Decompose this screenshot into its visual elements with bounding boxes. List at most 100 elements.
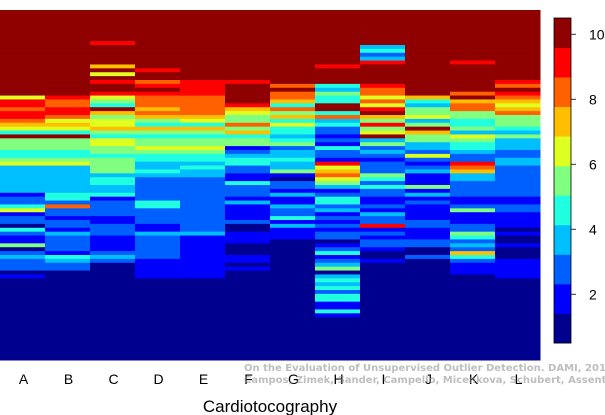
heatmap-cell (450, 278, 496, 283)
heatmap-cell (0, 266, 46, 272)
heatmap-cell (225, 45, 271, 50)
heatmap-cell (315, 134, 361, 139)
heatmap-cell (90, 25, 136, 30)
heatmap-cell (270, 216, 316, 221)
heatmap-cell (360, 255, 406, 260)
heatmap-cell (90, 212, 136, 217)
heatmap-cell (180, 91, 226, 97)
heatmap-cell (0, 270, 46, 275)
heatmap-cell (45, 134, 91, 139)
heatmap-cell (90, 270, 136, 275)
heatmap-cell (495, 103, 541, 108)
heatmap-cell (180, 95, 226, 100)
heatmap-cell (360, 223, 406, 229)
heatmap-cell (360, 258, 406, 264)
heatmap-cell (360, 251, 406, 256)
heatmap-cell (180, 220, 226, 225)
heatmap-cell (0, 80, 46, 85)
heatmap-cell (90, 17, 136, 23)
heatmap-cell (45, 146, 91, 151)
heatmap-cell (90, 41, 136, 46)
heatmap-cell (360, 212, 406, 217)
heatmap-cell (315, 223, 361, 229)
heatmap-cell (315, 95, 361, 100)
heatmap-cell (45, 142, 91, 147)
heatmap-cell (90, 21, 136, 27)
heatmap-cell (45, 301, 91, 307)
colorbar-segment (554, 47, 571, 78)
heatmap-cell (90, 344, 136, 349)
heatmap-cell (180, 45, 226, 50)
heatmap-cell (135, 200, 181, 205)
heatmap-cell (180, 208, 226, 213)
heatmap-cell (495, 146, 541, 151)
heatmap-cell (405, 165, 451, 170)
heatmap-cell (135, 142, 181, 147)
heatmap-cell (495, 95, 541, 100)
heatmap-cell (90, 95, 136, 100)
heatmap-cell (270, 157, 316, 163)
heatmap-cell (45, 177, 91, 182)
heatmap-cell (90, 204, 136, 209)
heatmap-cell (180, 317, 226, 322)
heatmap-cell (405, 146, 451, 151)
heatmap-cell (225, 95, 271, 100)
heatmap-cell (360, 328, 406, 334)
heatmap-cell (270, 122, 316, 128)
heatmap-cell (135, 150, 181, 155)
heatmap-cell (315, 83, 361, 89)
heatmap-cell (135, 192, 181, 198)
heatmap-cell (405, 313, 451, 318)
heatmap-cell (180, 188, 226, 194)
heatmap-cell (225, 130, 271, 135)
heatmap-cell (45, 111, 91, 116)
heatmap-cell (90, 247, 136, 252)
heatmap-cell (405, 328, 451, 334)
heatmap-cell (135, 153, 181, 159)
heatmap-cell (315, 243, 361, 248)
heatmap-cell (450, 142, 496, 147)
heatmap-cell (225, 282, 271, 287)
heatmap-cell (450, 270, 496, 275)
heatmap-cell (270, 297, 316, 303)
heatmap-cell (45, 103, 91, 108)
heatmap-cell (45, 10, 91, 15)
heatmap-cell (405, 282, 451, 287)
heatmap-cell (180, 305, 226, 310)
heatmap-cell (360, 243, 406, 248)
heatmap-cell (225, 286, 271, 291)
heatmap-cell (135, 321, 181, 326)
heatmap-cell (45, 266, 91, 272)
heatmap-cell (90, 293, 136, 299)
heatmap-cell (270, 340, 316, 345)
heatmap-cell (495, 321, 541, 326)
x-tick-label: G (288, 371, 299, 387)
heatmap-cell (180, 255, 226, 260)
heatmap-cell (270, 29, 316, 34)
heatmap-cell (495, 293, 541, 299)
heatmap-cell (405, 243, 451, 248)
heatmap-cell (45, 356, 91, 361)
heatmap-cell (360, 231, 406, 237)
x-tick-labels: A B C D E F G H I J K L (19, 371, 523, 387)
heatmap-cell (450, 134, 496, 139)
heatmap-cell (450, 68, 496, 73)
heatmap-cell (360, 21, 406, 27)
heatmap-cell (0, 126, 46, 132)
heatmap-cell (225, 196, 271, 202)
heatmap-cell (450, 103, 496, 108)
heatmap-cell (270, 270, 316, 275)
heatmap-cell (90, 188, 136, 194)
heatmap-cell (360, 122, 406, 128)
heatmap-cell (90, 60, 136, 65)
heatmap-cell (0, 286, 46, 291)
heatmap-cell (450, 118, 496, 124)
heatmap-cell (270, 325, 316, 330)
heatmap-cell (135, 266, 181, 272)
heatmap-cell (180, 150, 226, 155)
heatmap-cell (270, 286, 316, 291)
heatmap-cell (405, 111, 451, 116)
heatmap-cell (45, 80, 91, 85)
heatmap-cell (135, 270, 181, 275)
heatmap-cell (270, 64, 316, 69)
